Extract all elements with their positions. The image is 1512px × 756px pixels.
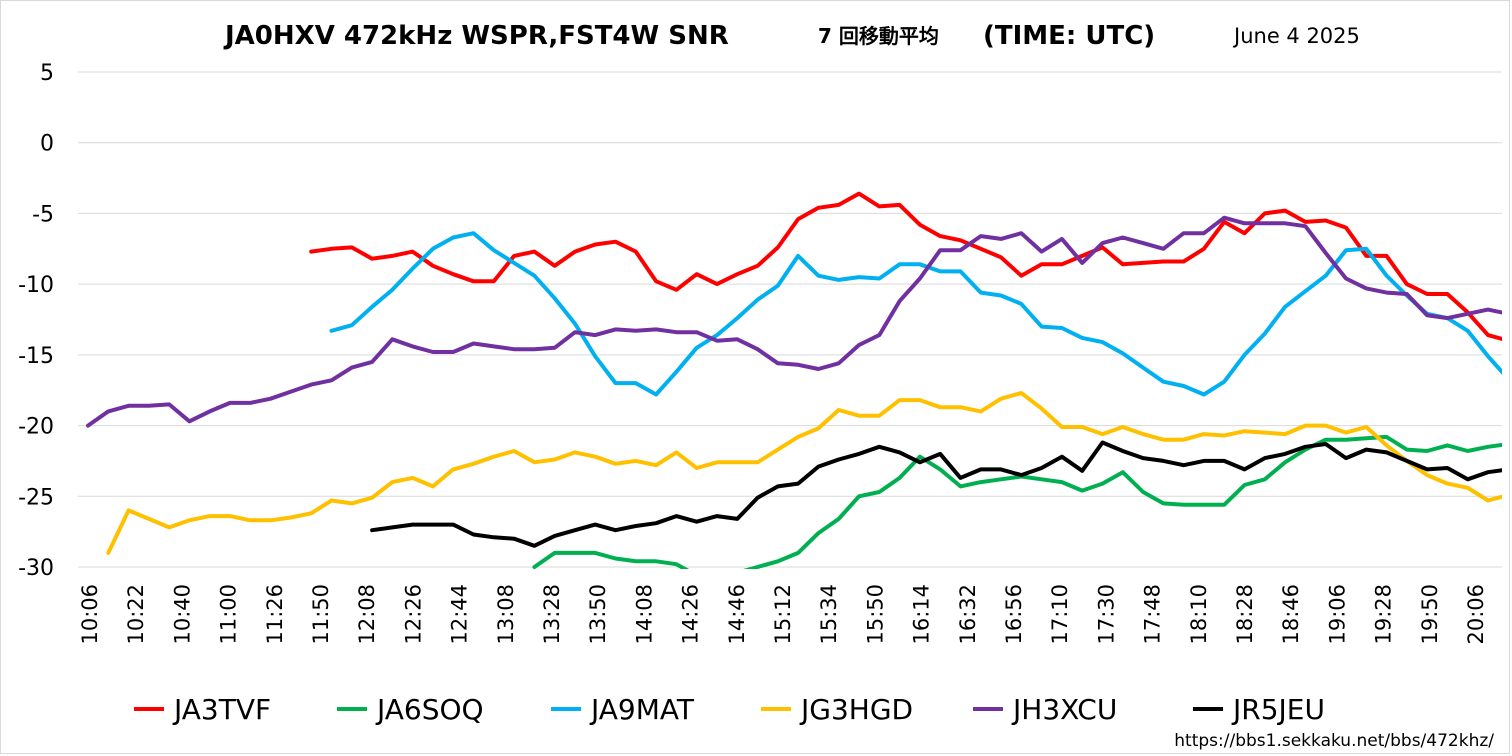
- legend-label: JA9MAT: [589, 693, 695, 726]
- legend-label: JA3TVF: [172, 693, 271, 726]
- x-tick-label: 18:46: [1279, 584, 1303, 645]
- x-tick-label: 13:28: [540, 584, 564, 645]
- chart-date: June 4 2025: [1232, 24, 1360, 48]
- x-tick-label: 13:50: [586, 584, 610, 645]
- x-tick-label: 17:10: [1048, 584, 1072, 645]
- x-tick-label: 19:28: [1372, 584, 1396, 645]
- x-tick-label: 16:14: [910, 584, 934, 645]
- y-tick-label: -10: [18, 273, 54, 298]
- x-tick-label: 16:56: [1002, 584, 1026, 645]
- x-tick-label: 16:32: [956, 584, 980, 645]
- x-tick-label: 15:50: [863, 584, 887, 645]
- y-tick-label: -15: [18, 344, 54, 369]
- series-line-ja3tvf: [309, 191, 1502, 342]
- y-tick-label: 5: [40, 61, 54, 86]
- x-tick-label: 15:12: [771, 584, 795, 645]
- series-line-ja9mat: [329, 231, 1502, 397]
- series-line-jg3hgd: [106, 391, 1502, 555]
- x-tick-label: 14:46: [725, 584, 749, 645]
- x-tick-label: 13:08: [494, 584, 518, 645]
- y-tick-label: -25: [18, 485, 54, 510]
- x-tick-label: 14:08: [632, 584, 656, 645]
- y-tick-label: -5: [32, 202, 54, 227]
- y-axis-ticks: 5 0 -5 -10 -15 -20 -25 -30: [18, 61, 54, 581]
- x-tick-label: 15:34: [817, 584, 841, 645]
- series-lines: [86, 191, 1502, 569]
- legend-label: JG3HGD: [799, 693, 913, 726]
- x-tick-label: 17:30: [1094, 584, 1118, 645]
- chart-title: JA0HXV 472kHz WSPR,FST4W SNR: [223, 21, 729, 51]
- x-tick-label: 11:26: [263, 584, 287, 645]
- legend-label: JH3XCU: [1011, 693, 1117, 726]
- x-tick-label: 12:44: [448, 584, 472, 645]
- grid-lines: [78, 71, 1502, 568]
- x-tick-label: 19:06: [1325, 584, 1349, 645]
- x-tick-label: 14:26: [679, 584, 703, 645]
- x-tick-label: 17:48: [1141, 584, 1165, 645]
- x-tick-label: 12:26: [401, 584, 425, 645]
- x-tick-label: 11:00: [217, 584, 241, 645]
- legend-label: JR5JEU: [1231, 693, 1325, 726]
- x-tick-label: 10:40: [170, 584, 194, 645]
- legend: JA3TVF JA6SOQ JA9MAT JG3HGD JH3XCU JR5JEU: [134, 693, 1325, 726]
- chart-title-suffix: 7 回移動平均: [818, 24, 939, 48]
- y-tick-label: -20: [18, 415, 54, 440]
- x-tick-label: 18:10: [1187, 584, 1211, 645]
- x-tick-label: 12:08: [355, 584, 379, 645]
- x-tick-label: 20:06: [1464, 584, 1488, 645]
- x-tick-label: 18:28: [1233, 584, 1257, 645]
- legend-label: JA6SOQ: [375, 693, 484, 726]
- x-axis-ticks: 10:06 10:22 10:40 11:00 11:26 11:50 12:08 12:26…: [78, 584, 1488, 645]
- y-tick-label: 0: [40, 132, 54, 157]
- x-tick-label: 10:06: [78, 584, 102, 645]
- chart-title-tail: (TIME: UTC): [983, 21, 1155, 51]
- x-tick-label: 10:22: [124, 584, 148, 645]
- x-tick-label: 11:50: [309, 584, 333, 645]
- series-line-jr5jeu: [370, 440, 1502, 548]
- y-tick-label: -30: [18, 556, 54, 581]
- series-line-ja6soq: [532, 434, 1502, 569]
- x-tick-label: 19:50: [1418, 584, 1442, 645]
- series-line-jh3xcu: [86, 215, 1502, 428]
- source-url: https://bbs1.sekkaku.net/bbs/472khz/: [1174, 731, 1494, 751]
